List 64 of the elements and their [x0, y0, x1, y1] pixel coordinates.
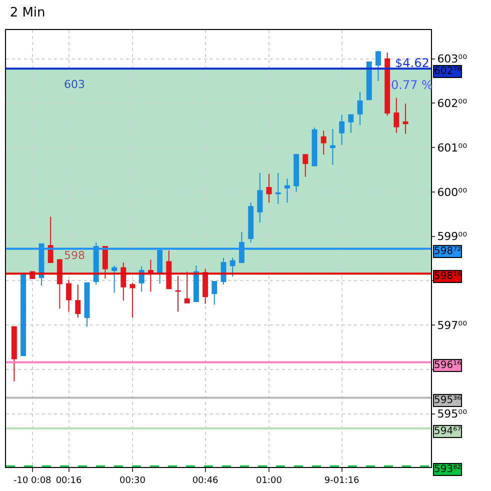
- y-tick-label: 595⁰⁰: [437, 408, 468, 421]
- candlestick: [184, 271, 190, 304]
- candlestick: [102, 246, 108, 279]
- x-tick-label: -10 0:08: [14, 476, 52, 486]
- y-tick-label: 601⁰⁰: [437, 141, 468, 154]
- candlestick: [339, 114, 345, 146]
- candlestick: [148, 259, 154, 292]
- annotation: 603: [64, 78, 85, 91]
- candlestick: [75, 284, 81, 318]
- candlestick: [357, 91, 363, 126]
- ref-line-label: 596¹⁶: [434, 360, 462, 371]
- candlestick: [20, 273, 26, 356]
- candlestick: [84, 282, 90, 328]
- candlestick: [120, 262, 126, 302]
- ref-line-label: 595³⁶: [434, 395, 462, 406]
- y-tick-label: 602⁰⁰: [437, 97, 468, 110]
- candlestick: [230, 257, 236, 278]
- candlestick: [257, 172, 263, 224]
- candlestick: [130, 282, 136, 318]
- candlestick: [366, 61, 372, 100]
- ref-line-label: 594⁶⁷: [434, 426, 462, 437]
- candlestick: [166, 250, 172, 290]
- candlestick: [112, 265, 118, 294]
- candlestick: [238, 231, 244, 263]
- candlestick: [93, 242, 99, 286]
- y-tick-label: 597⁰⁰: [437, 318, 468, 332]
- candlestick: [348, 114, 354, 134]
- candlestick: [157, 248, 163, 284]
- candlestick: [175, 275, 181, 312]
- x-tick-label: 00:46: [192, 476, 219, 486]
- chart-title: 2 Min: [10, 5, 46, 20]
- candlestick: [193, 265, 199, 302]
- candlestick: [384, 52, 390, 116]
- candlestick: [402, 103, 408, 134]
- candlestick: [202, 268, 208, 304]
- x-tick-label: 00:30: [120, 476, 146, 486]
- candlestick: [284, 178, 290, 204]
- candlestick: [302, 154, 308, 178]
- candlestick: [275, 172, 281, 204]
- y-tick-label: 599⁰⁰: [437, 230, 468, 244]
- ref-line-label: 593⁸²: [434, 464, 462, 475]
- annotation: 598: [64, 249, 85, 262]
- x-tick-label: 01:00: [256, 476, 282, 486]
- candlestick: [375, 50, 381, 82]
- candlestick: [266, 173, 272, 204]
- candlestick: [312, 127, 318, 166]
- ref-line-label: 602⁷⁸: [434, 66, 462, 77]
- x-tick-label: 9-01:16: [324, 476, 360, 486]
- candlestick: [320, 130, 326, 156]
- ref-line-label: 598¹⁶: [434, 271, 462, 282]
- candlestick: [56, 258, 62, 310]
- candlestick: [212, 281, 218, 306]
- candlestick: [248, 202, 254, 244]
- y-tick-label: 603⁰⁰: [437, 52, 468, 66]
- annotation: $4.62: [395, 56, 430, 70]
- candlestick: [394, 97, 400, 134]
- candlestick: [294, 153, 300, 192]
- candlestick: [330, 128, 336, 166]
- x-tick-label: 00:16: [56, 476, 82, 486]
- candlestick: [11, 326, 17, 382]
- ref-line-label: 598⁷²: [434, 246, 462, 257]
- candlestick: [66, 279, 72, 312]
- candlestick: [48, 216, 54, 263]
- y-tick-label: 600⁰⁰: [437, 186, 468, 199]
